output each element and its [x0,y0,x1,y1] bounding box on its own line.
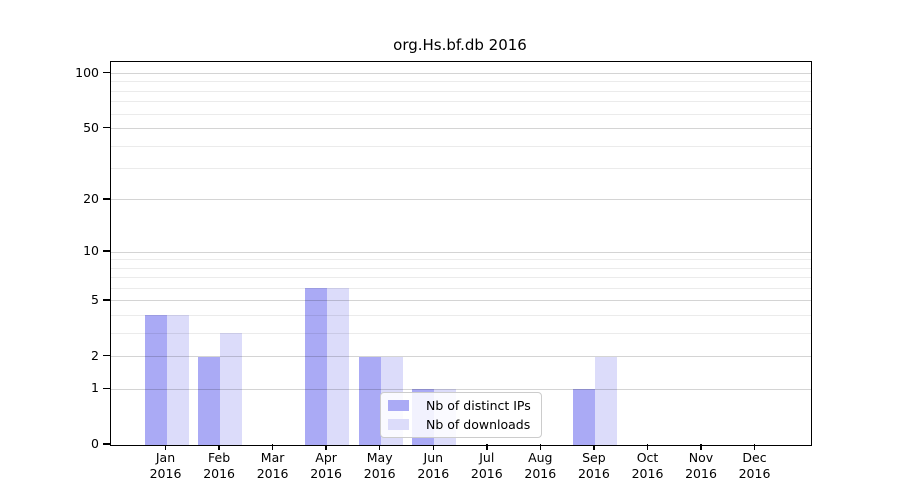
gridline-minor [111,314,811,316]
bar-downloads [166,315,189,445]
y-tick-mark [103,443,110,445]
x-axis-tick-label: Sep 2016 [577,450,610,481]
gridline-minor [111,259,811,261]
legend: Nb of distinct IPs Nb of downloads [380,392,542,438]
gridline-major [111,388,811,390]
y-axis-tick-label: 5 [91,291,99,307]
legend-swatch-downloads-icon [388,419,409,430]
gridline-minor [111,145,811,147]
legend-item: Nb of downloads [388,417,531,432]
gridline-minor [111,277,811,279]
y-axis-tick-label: 20 [83,190,99,206]
x-tick-mark [593,444,595,450]
x-axis-tick-label: Nov 2016 [685,450,717,481]
bar-distinct-ips [144,315,167,445]
bar-distinct-ips [305,288,328,445]
gridline-minor [111,287,811,289]
x-axis-tick-label: Mar 2016 [256,450,289,481]
legend-label: Nb of downloads [426,417,531,432]
x-tick-mark [700,444,702,450]
y-tick-mark [103,71,110,74]
x-tick-mark [378,444,381,450]
gridline-major [111,356,811,358]
x-tick-mark [432,444,434,450]
gridline-major [111,128,811,129]
x-tick-mark [486,444,488,450]
x-tick-mark [164,444,167,450]
x-tick-mark [218,444,220,450]
bar-downloads [594,356,617,445]
bar-downloads [327,288,350,445]
gridline-major [111,199,811,201]
legend-label: Nb of distinct IPs [426,398,531,413]
y-axis-tick-label: 2 [91,347,99,363]
x-tick-mark [753,444,756,450]
y-axis-tick-label: 10 [83,243,99,258]
bar-downloads [220,333,243,445]
gridline-major [111,73,811,74]
x-axis-tick-label: Feb 2016 [203,450,235,481]
gridline-minor [111,168,811,170]
y-tick-mark [103,299,110,301]
y-axis-tick-label: 50 [83,119,99,135]
x-axis-tick-label: Jun 2016 [417,450,450,481]
gridline-minor [111,267,811,269]
gridline-major [111,300,811,302]
y-tick-mark [103,387,110,389]
y-tick-mark [103,198,110,200]
gridline-minor [111,90,811,92]
gridline-minor [111,113,811,115]
x-tick-mark [271,444,274,450]
bar-distinct-ips [198,356,221,445]
y-tick-mark [103,126,110,129]
x-axis-tick-label: Aug 2016 [524,450,557,481]
gridline-minor [111,332,811,334]
x-axis-tick-label: May 2016 [363,450,396,481]
bar-distinct-ips [572,389,595,445]
x-tick-mark [539,444,542,450]
y-axis-tick-label: 0 [91,436,99,451]
x-axis-tick-label: Jul 2016 [470,450,503,481]
gridline-minor [111,81,811,83]
x-axis-tick-label: Jan 2016 [149,450,182,481]
gridline-major [111,251,811,253]
x-tick-mark [646,444,649,450]
bar-distinct-ips [358,356,381,445]
x-axis-tick-label: Oct 2016 [631,450,664,481]
chart-title: org.Hs.bf.db 2016 [393,36,527,54]
gridline-minor [111,101,811,103]
y-axis-tick-label: 1 [91,380,99,396]
y-axis-tick-label: 100 [75,64,99,80]
x-tick-mark [325,444,327,450]
legend-swatch-distinct-ips-icon [388,400,409,411]
x-axis-tick-label: Dec 2016 [738,450,771,481]
y-tick-mark [103,250,110,252]
legend-item: Nb of distinct IPs [388,398,531,413]
x-axis-tick-label: Apr 2016 [310,450,342,481]
y-tick-mark [103,354,110,357]
plot-area [110,61,812,446]
